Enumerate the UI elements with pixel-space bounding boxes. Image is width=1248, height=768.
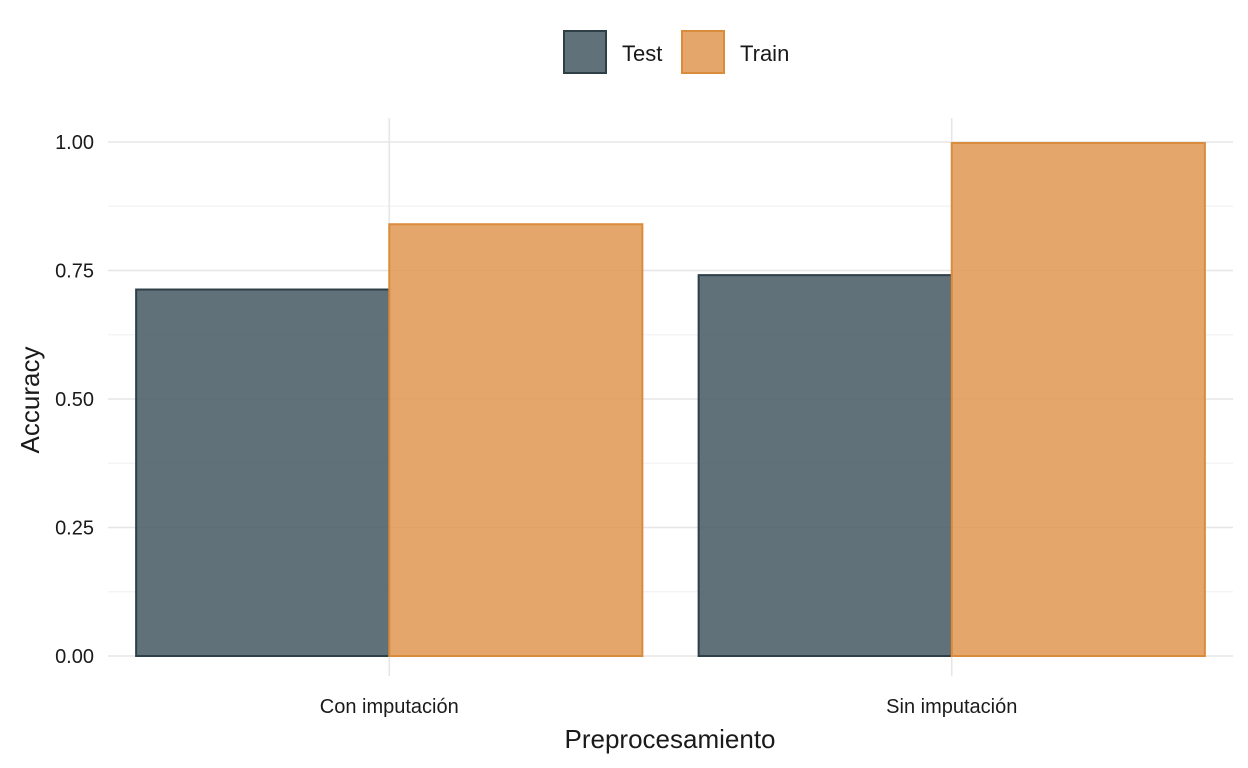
- bar-train-2: [950, 142, 1206, 657]
- x-tick-label: Sin imputación: [886, 696, 1017, 718]
- bar-train-1: [388, 223, 644, 658]
- legend-item-test: Test: [563, 30, 662, 74]
- legend-label: Train: [740, 41, 789, 66]
- x-axis-ticks: Con imputación Sin imputación: [320, 696, 1018, 718]
- y-tick-label: 1.00: [55, 132, 94, 154]
- legend-key: [681, 30, 725, 74]
- bars: [135, 142, 1206, 658]
- y-tick-label: 0.00: [55, 646, 94, 668]
- x-axis-title: Preprocesamiento: [565, 724, 776, 754]
- legend-item-train: Train: [681, 30, 789, 74]
- legend-key: [563, 30, 607, 74]
- y-tick-label: 0.25: [55, 518, 94, 540]
- y-axis-ticks: 0.00 0.25 0.50 0.75 1.00: [55, 132, 94, 668]
- bar-test-2: [697, 274, 953, 657]
- y-axis-title: Accuracy: [15, 347, 45, 454]
- y-tick-label: 0.75: [55, 261, 94, 283]
- bar-test-1: [135, 288, 391, 657]
- legend: Test Train: [563, 30, 789, 74]
- x-tick-label: Con imputación: [320, 696, 459, 718]
- legend-label: Test: [622, 41, 662, 66]
- y-tick-label: 0.50: [55, 389, 94, 411]
